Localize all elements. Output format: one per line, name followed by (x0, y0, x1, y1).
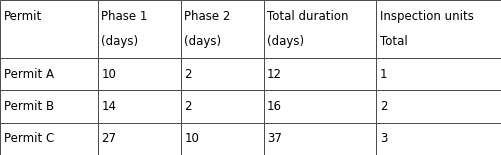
Text: (days): (days) (267, 35, 304, 48)
Text: Permit C: Permit C (4, 132, 54, 145)
Text: 27: 27 (101, 132, 116, 145)
Text: 12: 12 (267, 68, 282, 81)
Bar (180, 123, 263, 155)
Text: 16: 16 (267, 100, 282, 113)
Text: (days): (days) (101, 35, 138, 48)
Text: Phase 1: Phase 1 (101, 11, 147, 23)
Text: 2: 2 (184, 68, 191, 81)
Text: Total duration: Total duration (267, 11, 348, 23)
Text: 2: 2 (184, 100, 191, 113)
Bar (0, 0, 98, 58)
Text: 3: 3 (379, 132, 387, 145)
Bar (0, 58, 98, 90)
Text: Phase 2: Phase 2 (184, 11, 230, 23)
Bar (180, 0, 263, 58)
Bar (376, 90, 501, 123)
Bar (376, 58, 501, 90)
Text: (days): (days) (184, 35, 221, 48)
Bar (98, 0, 180, 58)
Text: 14: 14 (101, 100, 116, 113)
Text: 1: 1 (379, 68, 387, 81)
Bar (376, 123, 501, 155)
Bar (180, 90, 263, 123)
Bar (263, 0, 376, 58)
Bar (98, 58, 180, 90)
Text: Permit: Permit (4, 11, 42, 23)
Text: Permit A: Permit A (4, 68, 54, 81)
Text: Inspection units: Inspection units (379, 11, 473, 23)
Text: 2: 2 (379, 100, 387, 113)
Text: Permit B: Permit B (4, 100, 54, 113)
Text: 37: 37 (267, 132, 282, 145)
Bar (98, 90, 180, 123)
Bar (98, 123, 180, 155)
Bar (0, 90, 98, 123)
Bar (180, 58, 263, 90)
Bar (263, 90, 376, 123)
Bar (376, 0, 501, 58)
Text: 10: 10 (184, 132, 199, 145)
Bar (263, 58, 376, 90)
Bar (263, 123, 376, 155)
Bar (0, 123, 98, 155)
Text: Total: Total (379, 35, 407, 48)
Text: 10: 10 (101, 68, 116, 81)
